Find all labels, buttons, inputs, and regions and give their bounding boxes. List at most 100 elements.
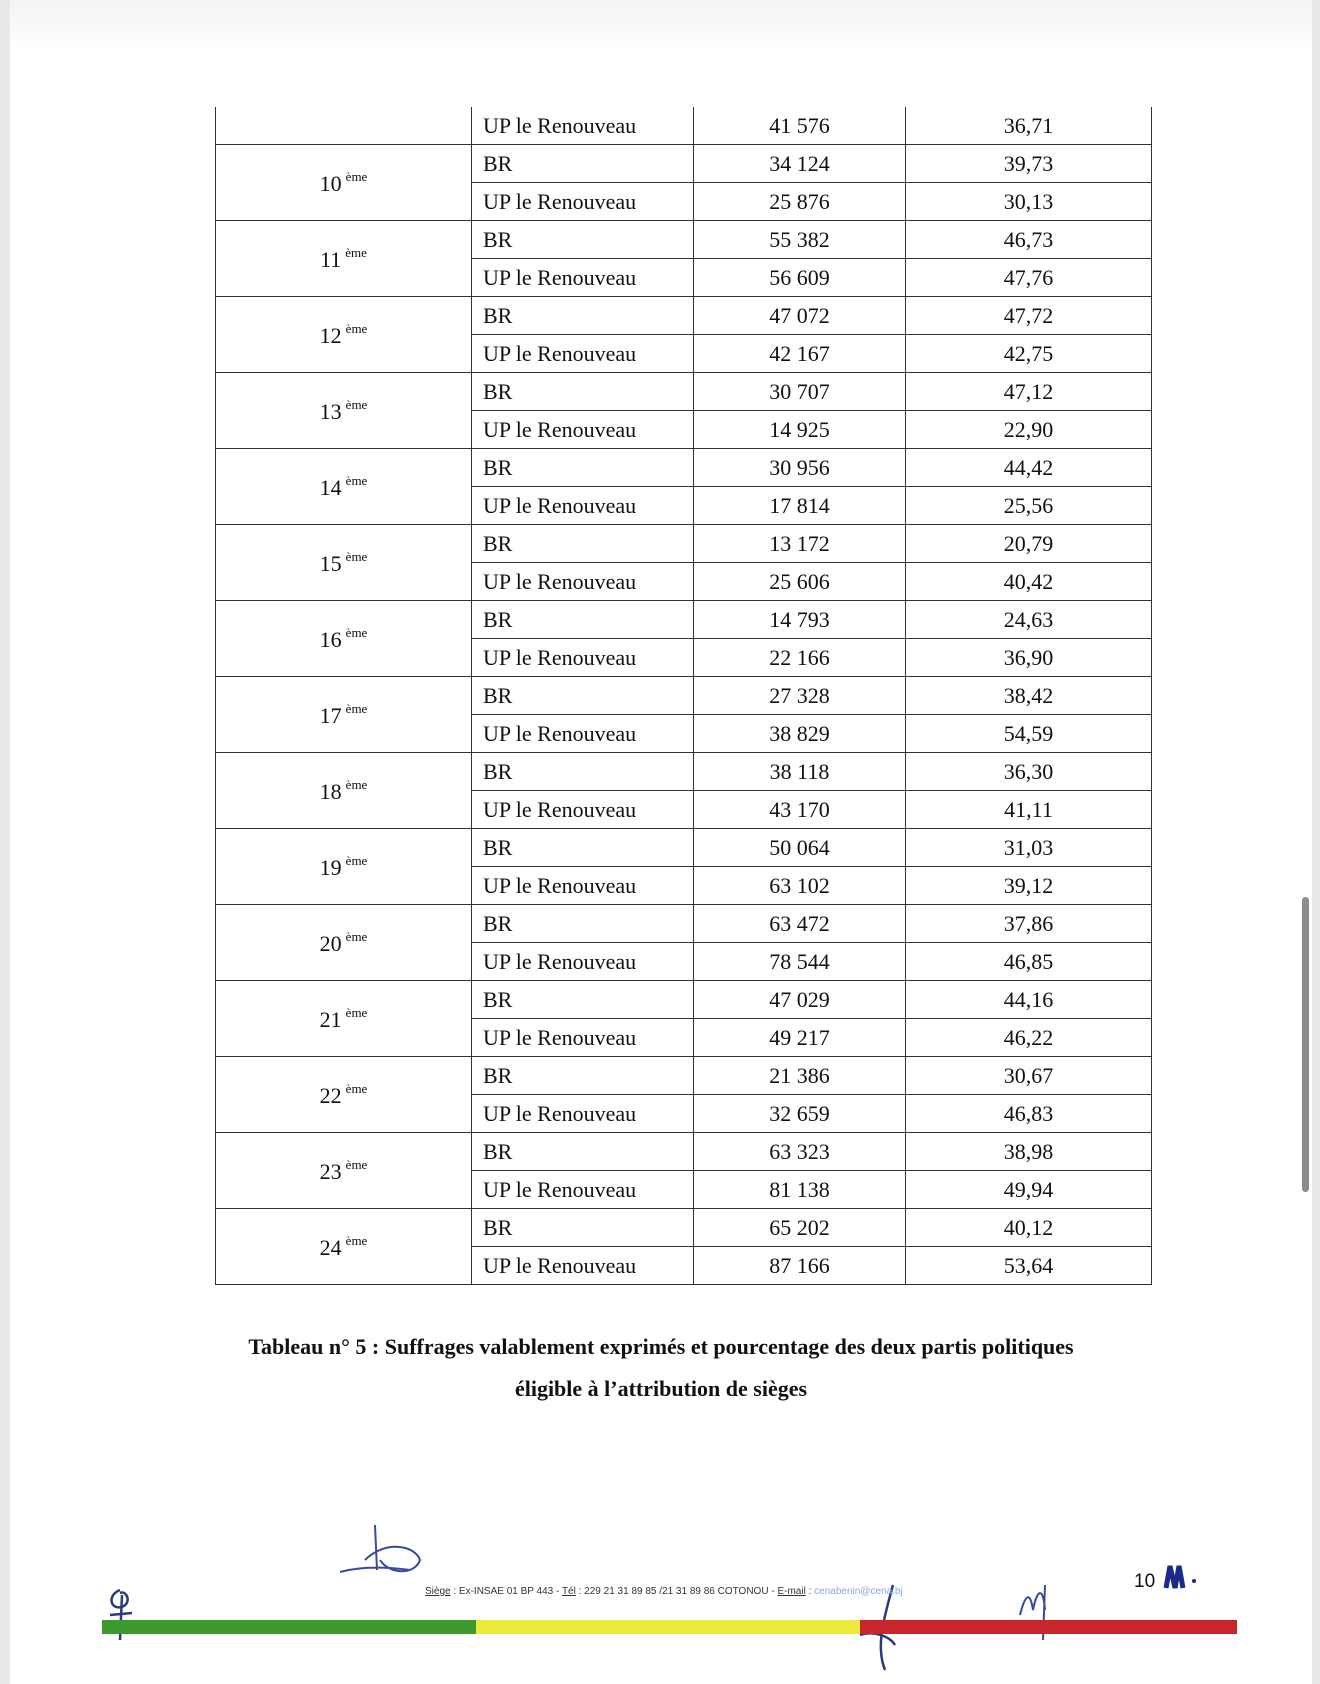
party-cell: BR — [471, 1208, 694, 1247]
table-row: UP le Renouveau 87 166 53,64 — [216, 1246, 1152, 1285]
votes-cell: 14 793 — [693, 600, 906, 639]
table-row: 11 ème BR 55 382 46,73 — [215, 220, 1152, 297]
votes-cell: 41 576 — [693, 107, 906, 145]
party-cell: UP le Renouveau — [471, 714, 694, 753]
votes-cell: 42 167 — [693, 334, 906, 373]
percent-cell: 36,30 — [905, 752, 1152, 791]
percent-cell: 22,90 — [905, 410, 1152, 449]
party-cell: UP le Renouveau — [471, 942, 694, 981]
percent-cell: 40,42 — [905, 562, 1152, 601]
percent-cell: 44,42 — [905, 448, 1152, 487]
percent-cell: 46,22 — [905, 1018, 1152, 1057]
constituency-cell: 24 ème — [215, 1208, 472, 1285]
page-number: 10 — [1134, 1563, 1201, 1593]
constituency-cell: 10 ème — [215, 144, 472, 221]
party-cell: BR — [471, 980, 694, 1019]
party-cell: UP le Renouveau — [471, 1170, 694, 1209]
email-link[interactable]: cenabenin@cena.bj — [814, 1586, 903, 1597]
party-cell: UP le Renouveau — [471, 562, 694, 601]
votes-cell: 56 609 — [693, 258, 906, 297]
percent-cell: 47,12 — [905, 372, 1152, 411]
constituency-cell: 22 ème — [215, 1056, 472, 1133]
constituency-cell: 13 ème — [215, 372, 472, 449]
flag-bar-green — [102, 1620, 476, 1634]
percent-cell: 37,86 — [905, 904, 1152, 943]
constituency-cell: 17 ème — [215, 676, 472, 753]
table-row: 16 ème BR 14 793 24,63 — [215, 600, 1152, 677]
party-cell: BR — [471, 144, 694, 183]
percent-cell: 46,83 — [905, 1094, 1152, 1133]
page-top-shade — [10, 0, 1312, 50]
votes-cell: 25 876 — [693, 182, 906, 221]
constituency-cell: 12 ème — [215, 296, 472, 373]
table-row: UP le Renouveau 14 925 22,90 — [216, 410, 1152, 449]
percent-cell: 40,12 — [905, 1208, 1152, 1247]
table-row: 17 ème BR 27 328 38,42 — [215, 676, 1152, 753]
table-row: UP le Renouveau 22 166 36,90 — [216, 638, 1152, 677]
signature-left — [109, 1588, 133, 1641]
votes-cell: 55 382 — [693, 220, 906, 259]
flag-bar-yellow — [476, 1620, 860, 1634]
table-row: 24 ème BR 65 202 40,12 — [215, 1208, 1152, 1285]
party-cell: BR — [471, 372, 694, 411]
votes-cell: 17 814 — [693, 486, 906, 525]
party-cell: UP le Renouveau — [471, 410, 694, 449]
constituency-cell: 19 ème — [215, 828, 472, 905]
table-row: 21 ème BR 47 029 44,16 — [215, 980, 1152, 1057]
votes-cell: 30 707 — [693, 372, 906, 411]
party-cell: UP le Renouveau — [471, 1094, 694, 1133]
constituency-cell: 15 ème — [215, 524, 472, 601]
results-table: UP le Renouveau 41 576 36,71 10 ème BR 34 124 3… — [215, 107, 1152, 1285]
signature-initials — [339, 1524, 422, 1573]
votes-cell: 63 472 — [693, 904, 906, 943]
percent-cell: 38,42 — [905, 676, 1152, 715]
scrollbar-thumb[interactable] — [1302, 897, 1309, 1192]
constituency-cell: 16 ème — [215, 600, 472, 677]
percent-cell: 47,76 — [905, 258, 1152, 297]
constituency-cell: 23 ème — [215, 1132, 472, 1209]
votes-cell: 13 172 — [693, 524, 906, 563]
party-cell: BR — [471, 448, 694, 487]
votes-cell: 65 202 — [693, 1208, 906, 1247]
percent-cell: 24,63 — [905, 600, 1152, 639]
votes-cell: 87 166 — [693, 1246, 906, 1285]
party-cell: BR — [471, 676, 694, 715]
votes-cell: 49 217 — [693, 1018, 906, 1057]
party-cell: UP le Renouveau — [471, 334, 694, 373]
party-cell: BR — [471, 1056, 694, 1095]
percent-cell: 42,75 — [905, 334, 1152, 373]
party-cell: UP le Renouveau — [471, 182, 694, 221]
table-row: 14 ème BR 30 956 44,42 — [215, 448, 1152, 525]
votes-cell: 21 386 — [693, 1056, 906, 1095]
party-cell: UP le Renouveau — [471, 107, 694, 145]
table-row: 20 ème BR 63 472 37,86 — [215, 904, 1152, 981]
percent-cell: 44,16 — [905, 980, 1152, 1019]
table-row: 10 ème BR 34 124 39,73 — [215, 144, 1152, 221]
percent-cell: 39,73 — [905, 144, 1152, 183]
constituency-cell: 21 ème — [215, 980, 472, 1057]
table-row: UP le Renouveau 81 138 49,94 — [216, 1170, 1152, 1209]
votes-cell: 38 118 — [693, 752, 906, 791]
party-cell: BR — [471, 600, 694, 639]
votes-cell: 25 606 — [693, 562, 906, 601]
page-initials — [1163, 1565, 1197, 1589]
table-row: UP le Renouveau 78 544 46,85 — [216, 942, 1152, 981]
votes-cell: 30 956 — [693, 448, 906, 487]
party-cell: UP le Renouveau — [471, 866, 694, 905]
constituency-cell — [215, 107, 472, 145]
percent-cell: 36,90 — [905, 638, 1152, 677]
table-caption-line2: éligible à l’attribution de sièges — [514, 1376, 808, 1401]
party-cell: UP le Renouveau — [471, 790, 694, 829]
party-cell: UP le Renouveau — [471, 486, 694, 525]
table-caption-line1: Tableau n° 5 : Suffrages valablement exp… — [248, 1334, 1074, 1359]
signature-right — [1019, 1584, 1046, 1641]
table-row: 19 ème BR 50 064 31,03 — [215, 828, 1152, 905]
table-row: 12 ème BR 47 072 47,72 — [215, 296, 1152, 373]
party-cell: BR — [471, 1132, 694, 1171]
table-row: 18 ème BR 38 118 36,30 — [215, 752, 1152, 829]
votes-cell: 14 925 — [693, 410, 906, 449]
percent-cell: 49,94 — [905, 1170, 1152, 1209]
flag-bar-red — [860, 1620, 1237, 1634]
percent-cell: 39,12 — [905, 866, 1152, 905]
percent-cell: 54,59 — [905, 714, 1152, 753]
